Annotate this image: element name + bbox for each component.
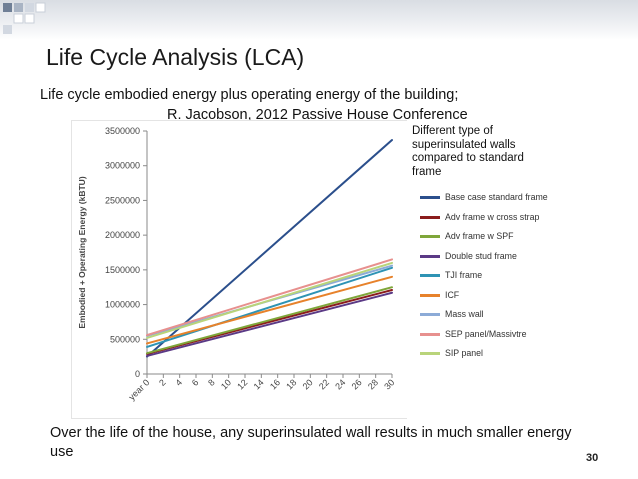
x-tick-label: 20: [301, 377, 315, 391]
x-tick-label: 26: [350, 377, 364, 391]
series-line-adv-frame-w-cross-strap: [146, 288, 393, 355]
series-line-icf: [146, 275, 393, 345]
legend-item: Adv frame w SPF: [420, 228, 550, 248]
legend-swatch: [420, 215, 440, 219]
subtitle-line-1: Life cycle embodied energy plus operatin…: [40, 87, 459, 103]
legend-label: Mass wall: [445, 309, 484, 319]
x-tick-label: year 0: [127, 377, 152, 402]
footer-caption: Over the life of the house, any superins…: [50, 425, 572, 460]
y-tick-label: 2000000: [105, 230, 140, 240]
y-tick-label: 2500000: [105, 195, 140, 205]
y-tick-label: 500000: [110, 334, 140, 344]
x-tick-label: 6: [190, 377, 201, 388]
legend-label: Adv frame w cross strap: [445, 211, 540, 222]
series-line-double-stud-frame: [146, 291, 393, 357]
legend-label: SEP panel/Massivtre: [445, 328, 527, 339]
slide-title: Life Cycle Analysis (LCA): [46, 44, 305, 70]
legend-swatch: [420, 313, 440, 316]
x-tick-label: 2: [157, 377, 168, 388]
x-tick-label: 10: [219, 377, 233, 391]
y-tick-label: 0: [135, 369, 140, 379]
legend-swatch: [420, 254, 440, 258]
legend-swatch: [420, 352, 440, 355]
legend-item: SEP panel/Massivtre: [420, 326, 550, 346]
chart-panel: [72, 121, 406, 418]
x-tick-label: 12: [235, 377, 249, 391]
legend-panel: [400, 121, 532, 418]
x-tick-label: 14: [252, 377, 266, 391]
legend-label: SIP panel: [445, 348, 483, 358]
header-band: [0, 0, 638, 40]
series-line-base-case-standard-frame: [146, 139, 393, 358]
x-tick-label: 22: [317, 377, 331, 391]
line-chart: 0 500000 1000000 1500000 2000000 2500000 30000…: [77, 126, 396, 402]
x-tick-label: 28: [366, 377, 380, 391]
legend-item: Base case standard frame: [420, 189, 550, 209]
x-tick-label: 18: [284, 377, 298, 391]
legend-swatch: [420, 332, 440, 336]
y-tick-label: 1000000: [105, 300, 140, 310]
legend-item: TJI frame: [420, 267, 550, 287]
legend-item: Mass wall: [420, 306, 550, 326]
legend-swatch: [420, 235, 440, 238]
legend-swatch: [420, 293, 440, 297]
series-line-adv-frame-w-spf: [146, 286, 393, 355]
series-line-tji-frame: [146, 266, 393, 348]
legend-label: Double stud frame: [445, 250, 517, 261]
legend-item: SIP panel: [420, 345, 550, 365]
series-line-sep-panel-massivtre: [146, 258, 393, 337]
x-tick-label: 4: [173, 377, 184, 388]
series-line-sip-panel: [146, 261, 393, 339]
subtitle: Life cycle embodied energy plus operatin…: [40, 85, 468, 125]
legend-label: TJI frame: [445, 270, 483, 280]
legend-item: Adv frame w cross strap: [420, 209, 550, 229]
legend-label: Base case standard frame: [445, 192, 548, 202]
legend-label: Adv frame w SPF: [445, 231, 514, 241]
y-tick-label: 3500000: [105, 126, 140, 136]
x-tick-label: 24: [333, 377, 347, 391]
x-tick-label: 30: [382, 377, 396, 391]
x-tick-label: 8: [206, 377, 217, 388]
legend-item: ICF: [420, 287, 550, 307]
y-axis-title: Embodied + Operating Energy (kBTU): [77, 176, 87, 328]
chart-legend: Base case standard frame Adv frame w cros…: [420, 189, 550, 365]
x-tick-label: 16: [268, 377, 282, 391]
y-tick-label: 3000000: [105, 161, 140, 171]
legend-swatch: [420, 274, 440, 277]
legend-swatch: [420, 196, 440, 199]
subtitle-line-2: R. Jacobson, 2012 Passive House Conferen…: [167, 107, 468, 123]
page-number: 30: [586, 452, 599, 464]
y-tick-label: 1500000: [105, 265, 140, 275]
legend-note: Different type of superinsulated walls c…: [412, 125, 524, 178]
legend-label: ICF: [445, 289, 460, 300]
decorative-squares: [3, 2, 46, 34]
legend-item: Double stud frame: [420, 248, 550, 268]
